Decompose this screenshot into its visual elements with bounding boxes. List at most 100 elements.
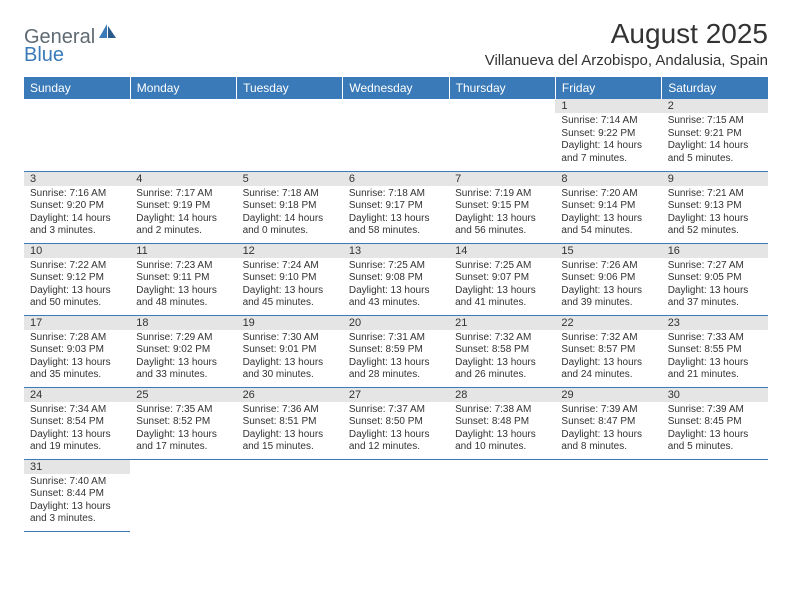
day-number: 25 [130,388,236,402]
day-number: 22 [555,316,661,330]
day-number: 2 [662,99,768,113]
day-number: 30 [662,388,768,402]
calendar-cell: 16Sunrise: 7:27 AMSunset: 9:05 PMDayligh… [662,243,768,315]
sunset: Sunset: 9:06 PM [561,272,655,285]
calendar-cell [130,459,236,531]
sunrise: Sunrise: 7:32 AM [561,332,655,345]
sunrise: Sunrise: 7:18 AM [243,188,337,201]
day-number: 4 [130,172,236,186]
sunset: Sunset: 9:12 PM [30,272,124,285]
sunset: Sunset: 8:48 PM [455,416,549,429]
day-number: 20 [343,316,449,330]
col-friday: Friday [555,77,661,99]
day-data: Sunrise: 7:18 AMSunset: 9:17 PMDaylight:… [343,186,449,242]
day-data: Sunrise: 7:22 AMSunset: 9:12 PMDaylight:… [24,258,130,314]
day-data: Sunrise: 7:36 AMSunset: 8:51 PMDaylight:… [237,402,343,458]
sunset: Sunset: 9:21 PM [668,128,762,141]
sunset: Sunset: 8:59 PM [349,344,443,357]
location: Villanueva del Arzobispo, Andalusia, Spa… [485,52,768,69]
day-number: 9 [662,172,768,186]
sunset: Sunset: 8:57 PM [561,344,655,357]
day-data: Sunrise: 7:39 AMSunset: 8:47 PMDaylight:… [555,402,661,458]
sunrise: Sunrise: 7:15 AM [668,115,762,128]
calendar-cell: 29Sunrise: 7:39 AMSunset: 8:47 PMDayligh… [555,387,661,459]
calendar-cell: 11Sunrise: 7:23 AMSunset: 9:11 PMDayligh… [130,243,236,315]
daylight: Daylight: 13 hours and 39 minutes. [561,285,655,310]
day-number: 11 [130,244,236,258]
col-tuesday: Tuesday [237,77,343,99]
sunset: Sunset: 9:02 PM [136,344,230,357]
day-data: Sunrise: 7:39 AMSunset: 8:45 PMDaylight:… [662,402,768,458]
day-data: Sunrise: 7:32 AMSunset: 8:57 PMDaylight:… [555,330,661,386]
sunset: Sunset: 8:44 PM [30,488,124,501]
sunrise: Sunrise: 7:16 AM [30,188,124,201]
calendar-cell: 12Sunrise: 7:24 AMSunset: 9:10 PMDayligh… [237,243,343,315]
calendar-cell [343,459,449,531]
day-number: 8 [555,172,661,186]
daylight: Daylight: 13 hours and 30 minutes. [243,357,337,382]
day-data: Sunrise: 7:34 AMSunset: 8:54 PMDaylight:… [24,402,130,458]
calendar-cell: 27 Sunrise: 7:37 AMSunset: 8:50 PMDayligh… [343,387,449,459]
sunset: Sunset: 8:58 PM [455,344,549,357]
day-data: Sunrise: 7:25 AMSunset: 9:08 PMDaylight:… [343,258,449,314]
daylight: Daylight: 13 hours and 52 minutes. [668,213,762,238]
day-data: Sunrise: 7:14 AMSunset: 9:22 PMDaylight:… [555,113,661,169]
day-data: Sunrise: 7:33 AMSunset: 8:55 PMDaylight:… [662,330,768,386]
sunset: Sunset: 8:55 PM [668,344,762,357]
day-data: Sunrise: 7:15 AMSunset: 9:21 PMDaylight:… [662,113,768,169]
day-data: Sunrise: 7:25 AMSunset: 9:07 PMDaylight:… [449,258,555,314]
calendar-cell [237,459,343,531]
calendar-cell: 18Sunrise: 7:29 AMSunset: 9:02 PMDayligh… [130,315,236,387]
sunrise: Sunrise: 7:32 AM [455,332,549,345]
daylight: Daylight: 13 hours and 45 minutes. [243,285,337,310]
month-title: August 2025 [485,18,768,50]
daylight: Daylight: 13 hours and 37 minutes. [668,285,762,310]
daylight: Daylight: 13 hours and 21 minutes. [668,357,762,382]
day-data: Sunrise: 7:24 AMSunset: 9:10 PMDaylight:… [237,258,343,314]
day-number: 10 [24,244,130,258]
calendar-cell: 20Sunrise: 7:31 AMSunset: 8:59 PMDayligh… [343,315,449,387]
calendar-cell [555,459,661,531]
day-data: Sunrise: 7:32 AMSunset: 8:58 PMDaylight:… [449,330,555,386]
sunset: Sunset: 9:17 PM [349,200,443,213]
calendar-cell: 25Sunrise: 7:35 AMSunset: 8:52 PMDayligh… [130,387,236,459]
calendar-cell: 8Sunrise: 7:20 AMSunset: 9:14 PMDaylight… [555,171,661,243]
daylight: Daylight: 14 hours and 7 minutes. [561,140,655,165]
daylight: Daylight: 13 hours and 15 minutes. [243,429,337,454]
day-data: Sunrise: 7:30 AMSunset: 9:01 PMDaylight:… [237,330,343,386]
calendar-head: Sunday Monday Tuesday Wednesday Thursday… [24,77,768,99]
sail-icon [97,22,119,45]
sunset: Sunset: 9:07 PM [455,272,549,285]
daylight: Daylight: 13 hours and 24 minutes. [561,357,655,382]
calendar-cell: 26Sunrise: 7:36 AMSunset: 8:51 PMDayligh… [237,387,343,459]
sunset: Sunset: 8:50 PM [349,416,443,429]
calendar-cell: 13Sunrise: 7:25 AMSunset: 9:08 PMDayligh… [343,243,449,315]
day-number: 18 [130,316,236,330]
sunrise: Sunrise: 7:34 AM [30,404,124,417]
daylight: Daylight: 13 hours and 48 minutes. [136,285,230,310]
calendar-cell: 14Sunrise: 7:25 AMSunset: 9:07 PMDayligh… [449,243,555,315]
day-data: Sunrise: 7:23 AMSunset: 9:11 PMDaylight:… [130,258,236,314]
sunrise: Sunrise: 7:37 AM [349,404,443,417]
day-data: Sunrise: 7:28 AMSunset: 9:03 PMDaylight:… [24,330,130,386]
sunset: Sunset: 9:13 PM [668,200,762,213]
sunset: Sunset: 9:01 PM [243,344,337,357]
day-number: 27 [343,388,449,402]
calendar-cell [449,459,555,531]
day-number: 29 [555,388,661,402]
day-data: Sunrise: 7:20 AMSunset: 9:14 PMDaylight:… [555,186,661,242]
col-sunday: Sunday [24,77,130,99]
daylight: Daylight: 13 hours and 10 minutes. [455,429,549,454]
day-number: 3 [24,172,130,186]
calendar-cell [130,99,236,171]
day-data: Sunrise: 7:38 AMSunset: 8:48 PMDaylight:… [449,402,555,458]
title-block: August 2025 Villanueva del Arzobispo, An… [485,18,768,69]
sunrise: Sunrise: 7:39 AM [668,404,762,417]
daylight: Daylight: 13 hours and 50 minutes. [30,285,124,310]
sunset: Sunset: 8:54 PM [30,416,124,429]
day-number: 13 [343,244,449,258]
sunrise: Sunrise: 7:26 AM [561,260,655,273]
daylight: Daylight: 13 hours and 12 minutes. [349,429,443,454]
sunrise: Sunrise: 7:22 AM [30,260,124,273]
sunset: Sunset: 9:22 PM [561,128,655,141]
